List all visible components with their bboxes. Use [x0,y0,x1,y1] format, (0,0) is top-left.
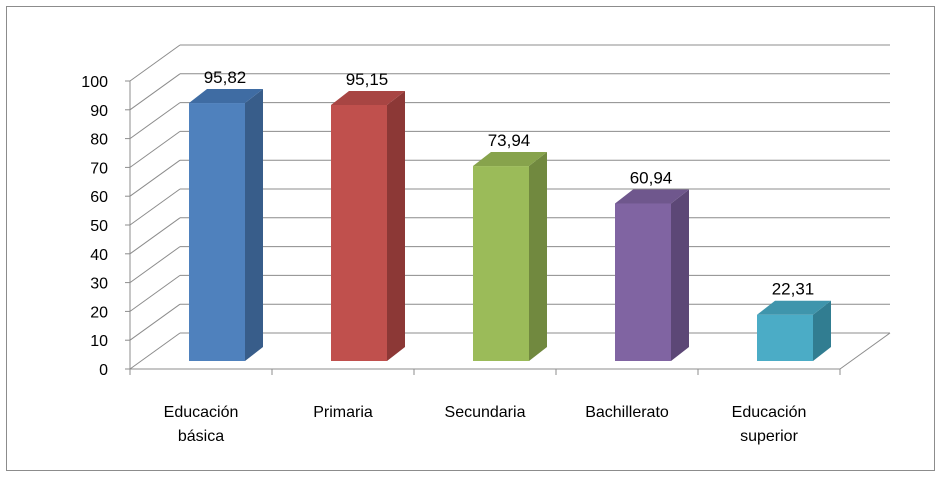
y-tick-label: 40 [90,247,108,264]
y-tick-label: 60 [90,189,108,206]
data-label: 60,94 [630,168,673,187]
y-tick-label: 100 [81,74,108,91]
data-label: 95,15 [346,70,389,89]
gridline-depth [129,246,181,284]
gridline-depth [129,332,181,370]
y-tick-label: 50 [90,218,108,235]
gridline-depth [129,274,181,312]
gridline-depth [129,188,181,226]
bar-front [757,314,813,361]
y-tick-label: 90 [90,103,108,120]
gridline-depth [129,217,181,255]
gridline-depth [129,130,181,168]
bar-3 [473,152,547,361]
gridline-depth [129,73,181,111]
x-tick-label: superior [740,428,798,445]
bar-top [189,89,263,104]
x-tick-label: Primaria [313,404,373,421]
bar-side [245,89,263,362]
gridline-depth [129,159,181,197]
bar-1 [189,89,263,362]
y-tick-label: 20 [90,304,108,321]
y-tick-label: 0 [99,362,108,379]
bars [189,89,831,362]
gridline-depth [129,44,181,82]
x-tick-label: Bachillerato [585,404,669,421]
gridline-depth [129,303,181,341]
gridline-depth [129,102,181,140]
bar-top [615,189,689,204]
bar-top [757,300,831,315]
chart-frame [6,6,935,471]
bar-side [813,300,831,361]
axes: 0 10 20 30 40 50 60 70 80 90 100 [81,74,841,379]
y-tick-label: 10 [90,333,108,350]
data-label: 73,94 [488,131,531,150]
bar-front [473,166,529,361]
bar-side [529,152,547,361]
data-label: 22,31 [772,280,815,299]
bar-2 [331,90,405,361]
bar-top [473,152,547,167]
bar-5 [757,300,831,361]
bar-4 [615,189,689,361]
y-tick-label: 30 [90,276,108,293]
bar-front [189,103,245,362]
x-tick-label: básica [178,428,224,445]
data-label: 95,82 [204,68,247,87]
y-tick-label: 70 [90,160,108,177]
bar-side [387,90,405,361]
x-tick-label: Secundaria [445,404,526,421]
bar-front [331,104,387,361]
bar-front [615,203,671,361]
x-tick-label: Educación [164,404,239,421]
labels: 95,82 Educación básica 95,15 Primaria 73,94 Se… [164,68,815,445]
bar-side [671,189,689,361]
floor-edge [839,332,891,370]
x-tick-label: Educación [732,404,807,421]
y-tick-label: 80 [90,132,108,149]
bar-top [331,90,405,105]
